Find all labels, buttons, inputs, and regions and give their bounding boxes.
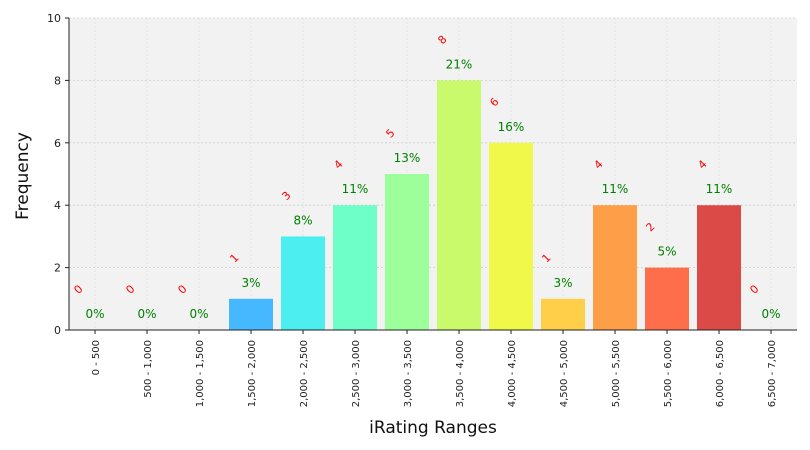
x-tick-label: 1,000 - 1,500	[195, 340, 206, 407]
percent-label: 13%	[394, 151, 421, 165]
x-tick-label: 3,500 - 4,000	[455, 340, 466, 407]
x-tick-label: 1,500 - 2,000	[247, 340, 258, 407]
percent-label: 21%	[446, 57, 473, 71]
percent-label: 0%	[761, 307, 780, 321]
percent-label: 11%	[706, 182, 733, 196]
x-tick-label: 2,000 - 2,500	[299, 340, 310, 407]
bars	[229, 80, 741, 331]
bar	[281, 236, 325, 330]
x-tick-label: 4,000 - 4,500	[507, 340, 518, 407]
y-tick-label: 2	[54, 262, 61, 275]
x-tick-label: 2,500 - 3,000	[351, 340, 362, 407]
y-tick-label: 10	[47, 12, 61, 25]
y-tick-label: 8	[54, 74, 61, 87]
x-axis-title: iRating Ranges	[369, 418, 497, 438]
percent-label: 3%	[553, 276, 572, 290]
percent-label: 0%	[189, 307, 208, 321]
percent-label: 8%	[293, 213, 312, 227]
bar	[385, 174, 429, 330]
percent-label: 16%	[498, 120, 525, 134]
x-tick-label: 6,500 - 7,000	[767, 340, 778, 407]
bar	[593, 205, 637, 330]
percent-label: 5%	[657, 245, 676, 259]
y-tick-label: 0	[54, 324, 61, 337]
y-axis-ticks: 0 2 4 6 8 10	[47, 12, 69, 337]
bar	[489, 142, 533, 330]
x-tick-label: 5,500 - 6,000	[663, 340, 674, 407]
y-tick-label: 6	[54, 137, 61, 150]
bar	[437, 80, 481, 331]
percent-label: 0%	[85, 307, 104, 321]
x-tick-label: 500 - 1,000	[143, 340, 154, 398]
bar	[333, 205, 377, 330]
x-tick-label: 6,000 - 6,500	[715, 340, 726, 407]
x-tick-label: 0 - 500	[91, 340, 102, 375]
y-tick-label: 4	[54, 199, 61, 212]
x-tick-label: 5,000 - 5,500	[611, 340, 622, 407]
bar	[229, 298, 273, 330]
x-tick-label: 4,500 - 5,000	[559, 340, 570, 407]
percent-label: 3%	[241, 276, 260, 290]
percent-label: 0%	[137, 307, 156, 321]
x-axis-ticks: 0 - 500 500 - 1,000 1,000 - 1,500 1,500 - 2…	[91, 330, 778, 407]
bar	[541, 298, 585, 330]
percent-label: 11%	[342, 182, 369, 196]
y-axis-title: Frequency	[13, 132, 33, 220]
percent-label: 11%	[602, 182, 629, 196]
x-tick-label: 3,000 - 3,500	[403, 340, 414, 407]
bar	[697, 205, 741, 330]
bar	[645, 267, 689, 330]
